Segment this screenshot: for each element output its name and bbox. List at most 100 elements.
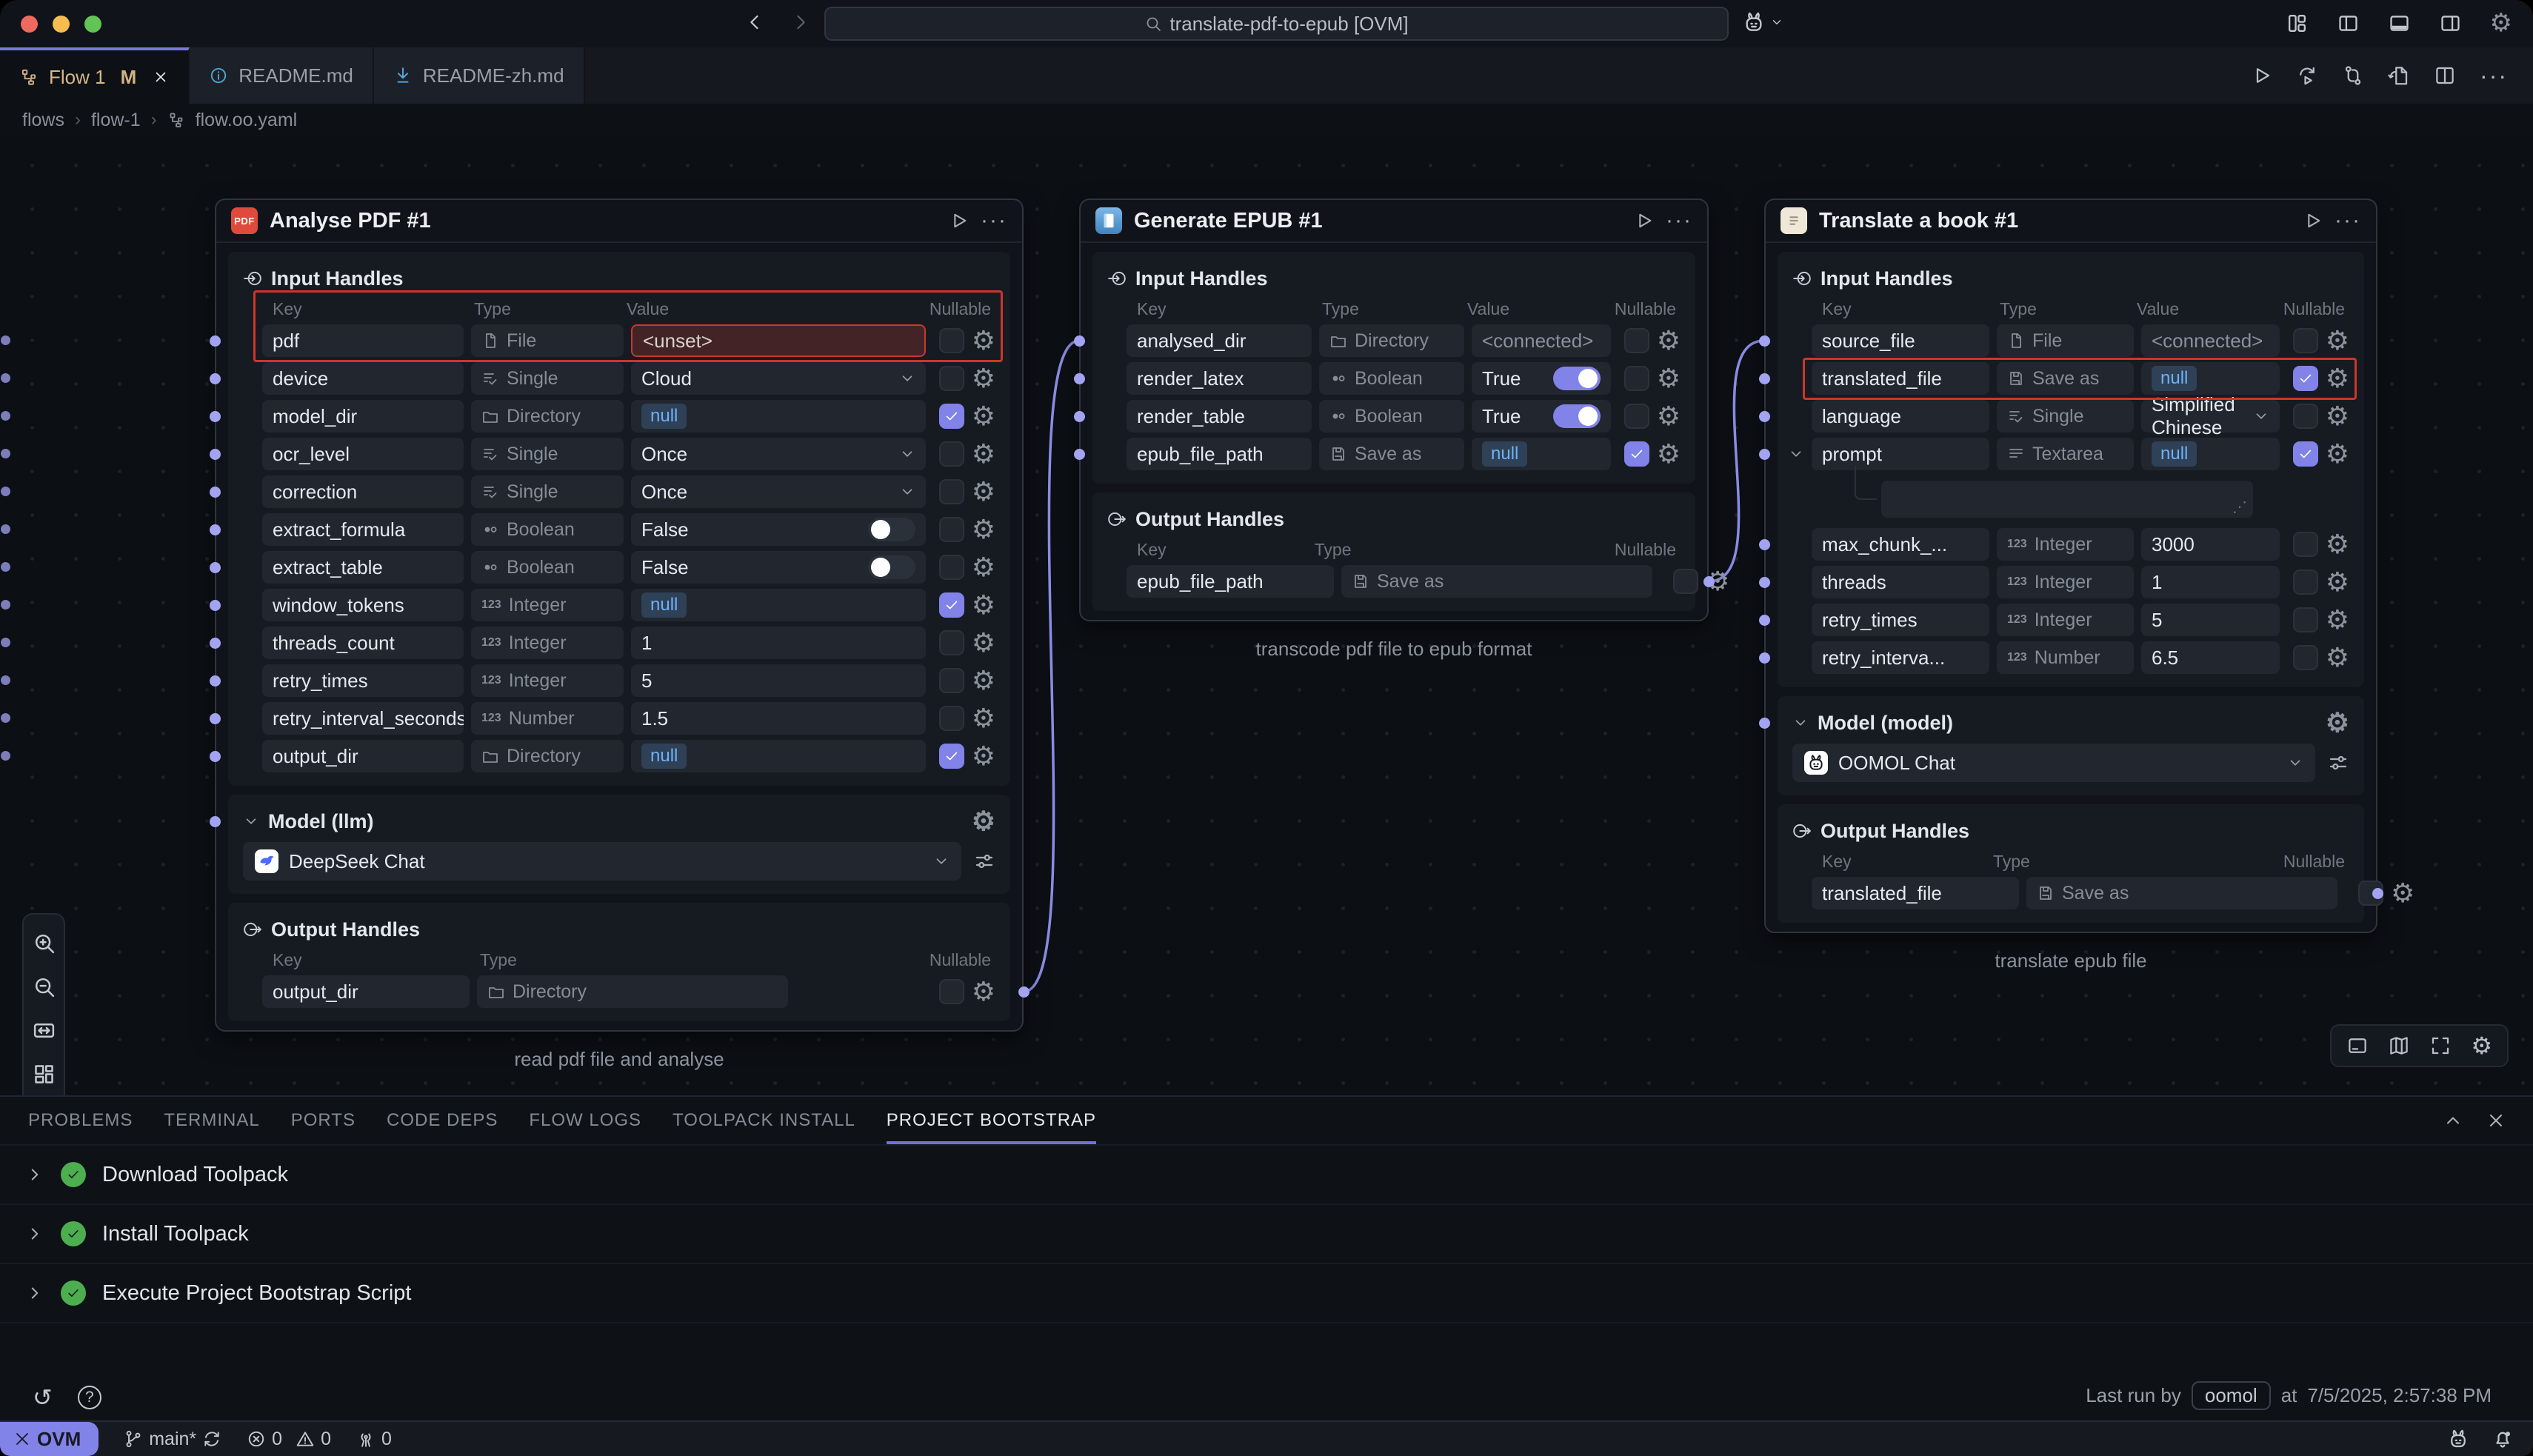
connection-handle[interactable] xyxy=(0,486,10,496)
ports-item[interactable]: 0 xyxy=(356,1429,392,1450)
value-cell[interactable]: Simplified Chinese xyxy=(2141,393,2280,438)
connection-handle[interactable] xyxy=(209,410,221,422)
connection-handle[interactable] xyxy=(1758,614,1770,626)
value-cell[interactable]: null xyxy=(2141,362,2280,395)
prompt-textarea[interactable]: ⋰ xyxy=(1881,481,2253,518)
nullable-checkbox[interactable] xyxy=(938,479,964,504)
panel-tab-terminal[interactable]: TERMINAL xyxy=(164,1110,260,1130)
value-cell[interactable]: False xyxy=(631,513,926,546)
connection-handle[interactable] xyxy=(209,815,221,827)
nullable-checkbox[interactable] xyxy=(938,979,964,1004)
swap-vertical-icon[interactable] xyxy=(2342,64,2364,87)
connection-handle[interactable] xyxy=(1758,652,1770,664)
value-cell[interactable]: <connected> xyxy=(2141,324,2280,357)
nullable-checkbox[interactable] xyxy=(938,706,964,731)
gear-icon[interactable]: ⚙ xyxy=(2325,401,2349,431)
zoom-in-icon[interactable] xyxy=(32,931,56,955)
flow-node[interactable]: Generate EPUB #1 ··· Input Handles Key Type V… xyxy=(1079,198,1729,621)
boolean-toggle[interactable] xyxy=(1552,404,1601,428)
panel-tab-problems[interactable]: PROBLEMS xyxy=(28,1110,133,1130)
boolean-toggle[interactable] xyxy=(1552,367,1601,390)
gear-icon[interactable]: ⚙ xyxy=(2325,529,2349,559)
node-menu-icon[interactable]: ··· xyxy=(981,208,1007,233)
value-cell[interactable]: 1 xyxy=(631,627,926,659)
nullable-checkbox[interactable] xyxy=(938,441,964,467)
gear-icon[interactable]: ⚙ xyxy=(971,590,995,620)
nullable-checkbox[interactable] xyxy=(2292,441,2318,467)
key-field[interactable]: max_chunk_... xyxy=(1812,528,1989,561)
gear-icon[interactable]: ⚙ xyxy=(971,665,995,695)
command-center[interactable]: translate-pdf-to-epub [OVM] xyxy=(824,7,1729,41)
gear-icon[interactable]: ⚙ xyxy=(2325,363,2349,393)
nullable-checkbox[interactable] xyxy=(938,668,964,693)
connection-handle[interactable] xyxy=(1073,335,1085,347)
nullable-checkbox[interactable] xyxy=(938,630,964,655)
key-field[interactable]: window_tokens xyxy=(262,589,464,621)
connection-handle[interactable] xyxy=(1758,410,1770,422)
rerun-icon[interactable] xyxy=(2296,64,2318,87)
connection-handle[interactable] xyxy=(209,335,221,347)
connection-handle[interactable] xyxy=(1073,448,1085,460)
key-field[interactable]: prompt xyxy=(1812,438,1989,470)
tab-readme-md[interactable]: README.md xyxy=(190,47,374,104)
key-field[interactable]: retry_times xyxy=(1812,604,1989,636)
value-cell[interactable]: True xyxy=(1472,400,1611,433)
fit-width-icon[interactable] xyxy=(32,1018,56,1043)
panel-right-icon[interactable] xyxy=(2439,12,2462,35)
key-field[interactable]: ocr_level xyxy=(262,438,464,470)
connection-handle[interactable] xyxy=(0,448,10,458)
back-icon[interactable] xyxy=(744,12,765,33)
connection-handle[interactable] xyxy=(2372,887,2383,899)
zoom-out-icon[interactable] xyxy=(32,975,56,999)
flow-node[interactable]: Translate a book #1 ··· Input Handles Key Ty… xyxy=(1764,198,2414,933)
key-field[interactable]: device xyxy=(262,362,464,395)
model-select[interactable]: OOMOL Chat xyxy=(1792,744,2315,782)
connection-handle[interactable] xyxy=(209,448,221,460)
model-advanced-icon[interactable] xyxy=(973,850,995,872)
fullscreen-icon[interactable] xyxy=(2429,1035,2452,1057)
connection-handle[interactable] xyxy=(1758,448,1770,460)
key-field[interactable]: correction xyxy=(262,475,464,508)
gear-icon[interactable]: ⚙ xyxy=(2325,707,2349,738)
panel-bottom-icon[interactable] xyxy=(2388,12,2411,35)
value-cell[interactable]: <connected> xyxy=(1472,324,1611,357)
value-cell[interactable]: null xyxy=(631,400,926,433)
value-cell[interactable]: null xyxy=(2141,438,2280,470)
nullable-checkbox[interactable] xyxy=(938,404,964,429)
connection-handle[interactable] xyxy=(1703,575,1715,587)
nullable-checkbox[interactable] xyxy=(1673,569,1698,594)
key-field[interactable]: output_dir xyxy=(262,975,470,1008)
nullable-checkbox[interactable] xyxy=(1623,404,1649,429)
panel-tab-ports[interactable]: PORTS xyxy=(290,1110,356,1130)
gear-icon[interactable]: ⚙ xyxy=(2391,878,2415,908)
boolean-toggle[interactable] xyxy=(867,518,915,541)
value-cell[interactable]: 1.5 xyxy=(631,702,926,735)
minimize-window-button[interactable] xyxy=(53,16,70,33)
oomol-rabbit-icon[interactable] xyxy=(2447,1428,2469,1450)
customize-layout-icon[interactable] xyxy=(2286,12,2309,35)
gear-icon[interactable]: ⚙ xyxy=(971,363,995,393)
maximize-panel-icon[interactable] xyxy=(2443,1110,2463,1131)
rerun-bootstrap-icon[interactable]: ↺ xyxy=(33,1384,53,1411)
connection-handle[interactable] xyxy=(0,712,10,723)
panel-tab-code-deps[interactable]: CODE DEPS xyxy=(386,1110,498,1130)
flow-canvas[interactable]: ⚙ PDF Analyse PDF #1 ··· Input Handles Key Ty… xyxy=(0,136,2533,1095)
flow-node[interactable]: PDF Analyse PDF #1 ··· Input Handles Key Type… xyxy=(215,198,1024,1032)
nullable-checkbox[interactable] xyxy=(938,517,964,542)
model-advanced-icon[interactable] xyxy=(2327,752,2349,774)
gear-icon[interactable]: ⚙ xyxy=(971,514,995,544)
gear-icon[interactable]: ⚙ xyxy=(971,703,995,733)
connection-handle[interactable] xyxy=(1758,373,1770,384)
gear-icon[interactable]: ⚙ xyxy=(971,976,995,1006)
connection-handle[interactable] xyxy=(0,373,10,383)
zoom-window-button[interactable] xyxy=(84,16,101,33)
gear-icon[interactable]: ⚙ xyxy=(1656,401,1681,431)
connection-handle[interactable] xyxy=(1073,373,1085,384)
bootstrap-step[interactable]: Download Toolpack xyxy=(0,1146,2533,1205)
gear-icon[interactable]: ⚙ xyxy=(2471,1032,2492,1059)
model-select[interactable]: DeepSeek Chat xyxy=(243,842,961,881)
value-cell[interactable]: null xyxy=(1472,438,1611,470)
flow-edge[interactable] xyxy=(1023,339,1080,993)
flow-edge[interactable] xyxy=(1708,339,1765,583)
gear-icon[interactable]: ⚙ xyxy=(2325,438,2349,469)
